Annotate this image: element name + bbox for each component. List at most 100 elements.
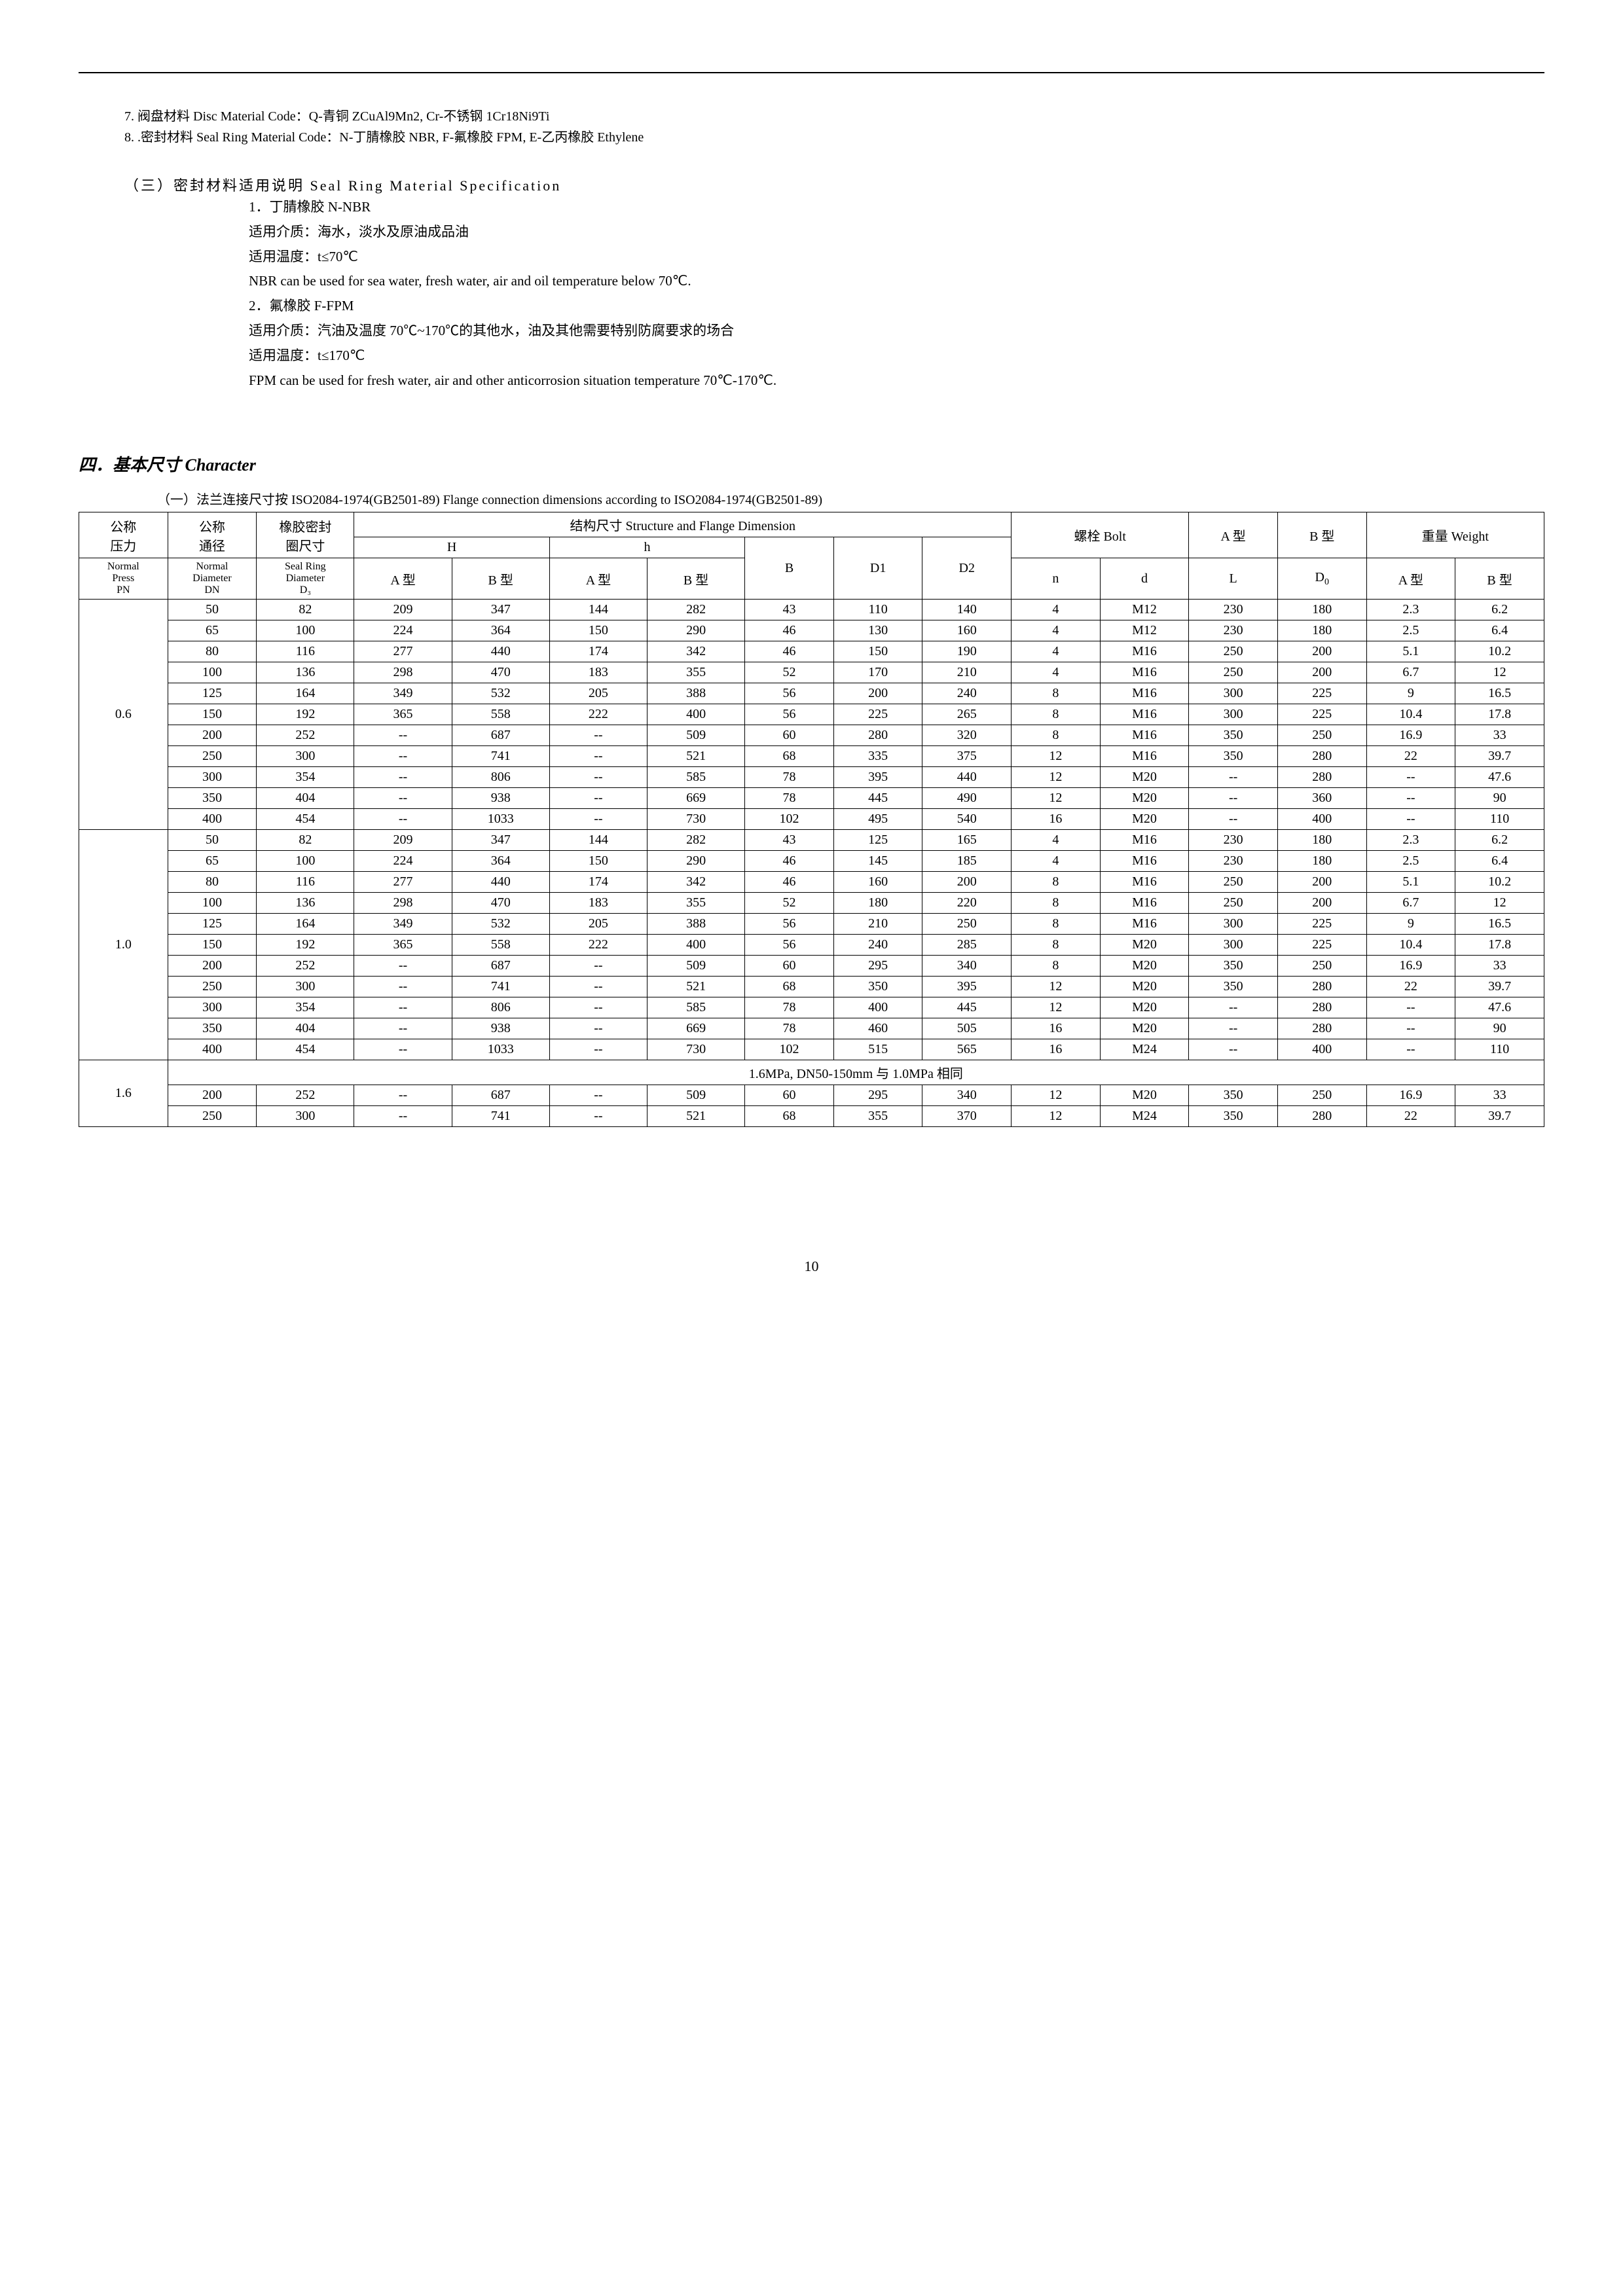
table-cell: 335 <box>833 746 922 767</box>
table-cell: 225 <box>1277 914 1366 935</box>
table-cell: 224 <box>354 620 452 641</box>
table-cell: 47.6 <box>1455 767 1544 788</box>
table-cell: 250 <box>168 1106 257 1127</box>
table-cell: 125 <box>168 683 257 704</box>
table-cell: 43 <box>745 600 834 620</box>
table-cell: 185 <box>922 851 1012 872</box>
table-cell: 470 <box>452 662 549 683</box>
table-cell: 320 <box>922 725 1012 746</box>
table-row: 400454--1033--73010251556516M24--400--11… <box>79 1039 1544 1060</box>
table-cell: 280 <box>833 725 922 746</box>
th-bolt: 螺栓 Bolt <box>1012 512 1189 558</box>
table-cell: 224 <box>354 851 452 872</box>
table-cell: 1033 <box>452 809 549 830</box>
table-cell: 46 <box>745 641 834 662</box>
table-cell: 6.2 <box>1455 830 1544 851</box>
table-cell: 250 <box>1277 956 1366 977</box>
table-cell: 17.8 <box>1455 704 1544 725</box>
table-cell: 349 <box>354 914 452 935</box>
table-cell: 160 <box>922 620 1012 641</box>
table-cell: 56 <box>745 704 834 725</box>
table-cell: 6.7 <box>1366 662 1455 683</box>
table-cell: 130 <box>833 620 922 641</box>
table-cell: 183 <box>549 893 647 914</box>
table-cell: -- <box>354 1085 452 1106</box>
table-cell: 192 <box>257 704 354 725</box>
table-cell: 585 <box>647 767 745 788</box>
table-row: 250300--741--5216835537012M243502802239.… <box>79 1106 1544 1127</box>
table-row: 300354--806--5857839544012M20--280--47.6 <box>79 767 1544 788</box>
note-8: 8. .密封材料 Seal Ring Material Code：N-丁腈橡胶 … <box>124 127 1544 148</box>
table-cell: 225 <box>1277 683 1366 704</box>
table-cell: 222 <box>549 935 647 956</box>
table-cell: 150 <box>168 935 257 956</box>
table-cell: 2.5 <box>1366 851 1455 872</box>
table-cell: 295 <box>833 956 922 977</box>
table-cell: 558 <box>452 704 549 725</box>
table-cell: 68 <box>745 977 834 997</box>
table-cell: 22 <box>1366 1106 1455 1127</box>
table-cell: 68 <box>745 746 834 767</box>
table-row: 200252--687--509602953408M2035025016.933 <box>79 956 1544 977</box>
table-cell: 100 <box>168 893 257 914</box>
table-cell: 300 <box>1189 935 1278 956</box>
table-cell: 250 <box>922 914 1012 935</box>
table-cell: 300 <box>1189 704 1278 725</box>
table-cell: 4 <box>1012 851 1101 872</box>
table-cell: -- <box>1189 997 1278 1018</box>
table-cell: 565 <box>922 1039 1012 1060</box>
table-cell: 225 <box>1277 704 1366 725</box>
spec-line: 适用介质：汽油及温度 70℃~170℃的其他水，油及其他需要特别防腐要求的场合 <box>249 319 1544 344</box>
table-cell: 252 <box>257 1085 354 1106</box>
table-cell: 669 <box>647 1018 745 1039</box>
table-row: 125164349532205388562002408M16300225916.… <box>79 683 1544 704</box>
table-cell: -- <box>549 1106 647 1127</box>
table-cell: -- <box>1189 788 1278 809</box>
th-D1: D1 <box>833 537 922 600</box>
table-cell: 365 <box>354 704 452 725</box>
table-cell: 365 <box>354 935 452 956</box>
table-cell: 164 <box>257 914 354 935</box>
table-cell: -- <box>549 809 647 830</box>
table-cell: 60 <box>745 1085 834 1106</box>
table-cell: 360 <box>1277 788 1366 809</box>
table-row: 150192365558222400562252658M1630022510.4… <box>79 704 1544 725</box>
table-cell: 47.6 <box>1455 997 1544 1018</box>
table-cell: 6.2 <box>1455 600 1544 620</box>
table-cell: 16.9 <box>1366 725 1455 746</box>
table-row: 1.05082209347144282431251654M162301802.3… <box>79 830 1544 851</box>
table-cell: 470 <box>452 893 549 914</box>
table-cell: 46 <box>745 620 834 641</box>
group-note: 1.6MPa, DN50-150mm 与 1.0MPa 相同 <box>168 1060 1544 1085</box>
table-cell: M20 <box>1100 997 1189 1018</box>
table-cell: 250 <box>168 746 257 767</box>
table-cell: 280 <box>1277 1018 1366 1039</box>
table-cell: 5.1 <box>1366 641 1455 662</box>
table-cell: 347 <box>452 600 549 620</box>
table-row: 200252--687--509602803208M1635025016.933 <box>79 725 1544 746</box>
table-cell: 400 <box>168 1039 257 1060</box>
table-cell: -- <box>354 1106 452 1127</box>
table-cell: 355 <box>833 1106 922 1127</box>
table-cell: 521 <box>647 1106 745 1127</box>
th-B: B <box>745 537 834 600</box>
table-cell: -- <box>1366 809 1455 830</box>
table-cell: 300 <box>1189 683 1278 704</box>
table-cell: 12 <box>1012 788 1101 809</box>
table-cell: 56 <box>745 935 834 956</box>
table-row: 250300--741--5216833537512M163502802239.… <box>79 746 1544 767</box>
spec-line: FPM can be used for fresh water, air and… <box>249 368 1544 393</box>
table-cell: 220 <box>922 893 1012 914</box>
table-cell: 370 <box>922 1106 1012 1127</box>
table-cell: 400 <box>168 809 257 830</box>
table-cell: 222 <box>549 704 647 725</box>
table-cell: M16 <box>1100 683 1189 704</box>
table-cell: -- <box>1366 997 1455 1018</box>
table-cell: 180 <box>1277 830 1366 851</box>
table-cell: 741 <box>452 746 549 767</box>
table-cell: 5.1 <box>1366 872 1455 893</box>
table-cell: 8 <box>1012 683 1101 704</box>
table-cell: 445 <box>833 788 922 809</box>
table-cell: 280 <box>1277 746 1366 767</box>
table-cell: -- <box>354 1039 452 1060</box>
